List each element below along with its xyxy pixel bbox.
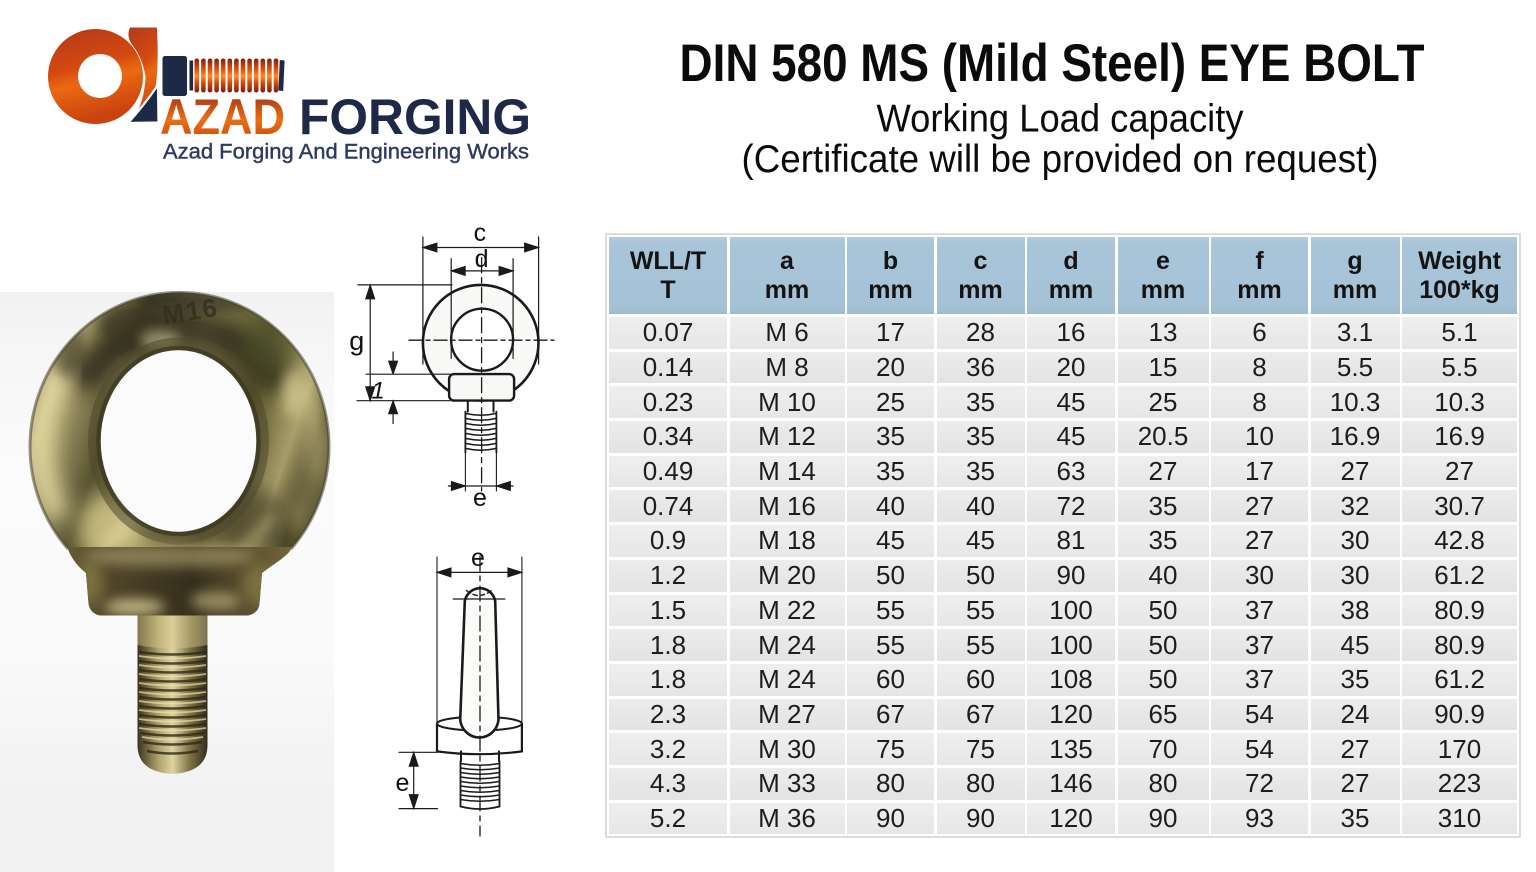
svg-text:d: d xyxy=(475,245,489,273)
svg-text:e: e xyxy=(471,544,485,572)
svg-text:AZAD: AZAD xyxy=(160,89,285,145)
svg-text:FORGING: FORGING xyxy=(299,89,531,145)
svg-text:Working Load capacity: Working Load capacity xyxy=(877,98,1244,141)
svg-text:1: 1 xyxy=(371,378,384,405)
svg-text:(Certificate will be provided: (Certificate will be provided on request… xyxy=(742,138,1379,181)
svg-text:e: e xyxy=(473,484,487,512)
svg-text:c: c xyxy=(474,219,487,247)
svg-text:Azad Forging And Engineering W: Azad Forging And Engineering Works xyxy=(163,140,529,164)
svg-text:g: g xyxy=(349,326,364,356)
svg-text:DIN 580 MS (Mild Steel) EYE BO: DIN 580 MS (Mild Steel) EYE BOLT xyxy=(680,34,1425,93)
svg-text:e: e xyxy=(396,769,410,797)
